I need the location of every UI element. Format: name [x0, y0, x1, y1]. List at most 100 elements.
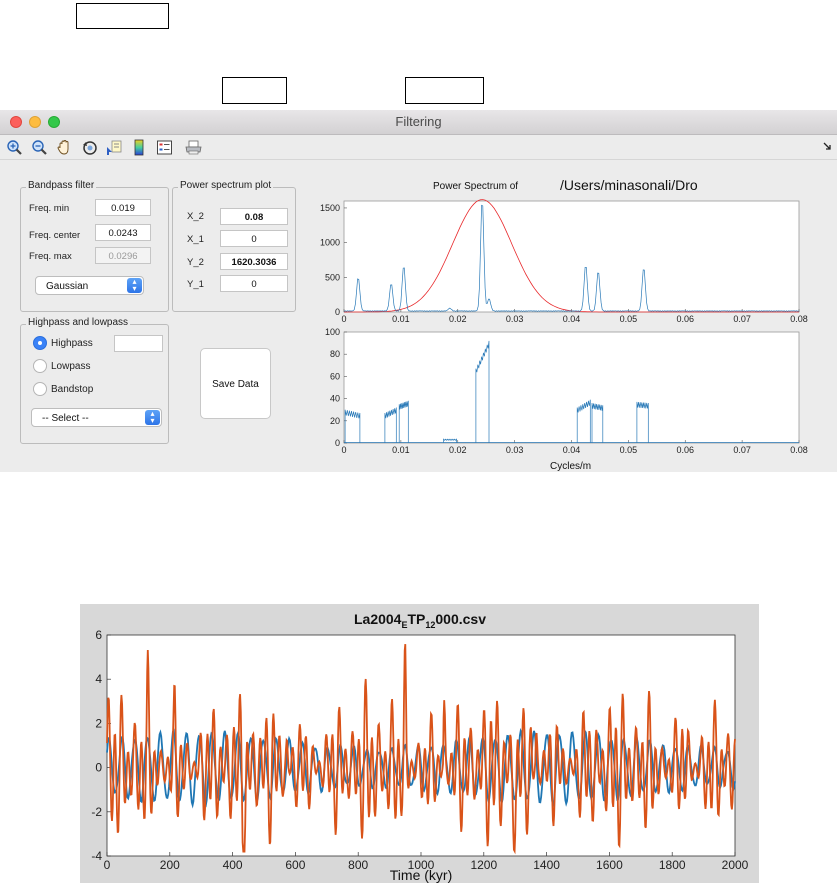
close-window-button[interactable] [10, 116, 22, 128]
lowpass-radio[interactable] [33, 359, 47, 373]
x-tick-label: 0.02 [449, 314, 467, 324]
power-spectrum-panel-title: Power spectrum plot [178, 180, 274, 191]
ts-y-tick-label: -4 [91, 849, 102, 863]
filter-type-select[interactable]: Gaussian ▴ ▾ [35, 276, 144, 295]
ts-x-tick-label: 800 [348, 858, 368, 872]
filtered-band-1 [344, 409, 361, 443]
x-tick-label: 0.03 [506, 445, 524, 455]
time-series-title: La2004ETP12000.csv [354, 611, 486, 630]
legend-icon[interactable] [156, 139, 173, 156]
ts-x-tick-label: 1800 [659, 858, 686, 872]
ts-x-tick-label: 1600 [596, 858, 623, 872]
filtered-band-3 [398, 400, 409, 443]
y1-field[interactable]: 0 [220, 275, 288, 292]
bandstop-radio[interactable] [33, 382, 47, 396]
y-tick-label: 1000 [320, 238, 340, 248]
title-bar: Filtering [0, 110, 837, 135]
orange-series-line [106, 644, 736, 855]
x-tick-label: 0.01 [392, 445, 410, 455]
power-spectrum-plots: Power Spectrum of /Users/minasonali/Dro … [320, 177, 808, 472]
pan-hand-icon[interactable] [56, 139, 73, 156]
ts-x-tick-label: 400 [223, 858, 243, 872]
x2-field[interactable]: 0.08 [220, 208, 288, 225]
freq-min-field[interactable]: 0.019 [95, 199, 151, 216]
x-tick-label: 0.03 [506, 314, 524, 324]
highpass-radio[interactable] [33, 336, 47, 350]
bandstop-label: Bandstop [51, 384, 94, 395]
x-tick-label: 0.05 [620, 314, 638, 324]
x-axis-label: Cycles/m [550, 461, 591, 472]
filtering-window: Filtering Bandpass filter Freq. min 0.01… [0, 110, 837, 472]
y-tick-label: 0 [335, 307, 340, 317]
ts-y-tick-label: -2 [91, 805, 102, 819]
x-tick-label: 0.04 [563, 445, 581, 455]
bandpass-filter-title: Bandpass filter [26, 180, 97, 191]
x-tick-label: 0.05 [620, 445, 638, 455]
filtered-band-4 [443, 438, 457, 443]
y1-label: Y_1 [187, 279, 204, 290]
x1-label: X_1 [187, 234, 204, 245]
ts-y-tick-label: 6 [95, 628, 102, 642]
top-box-1 [76, 3, 169, 29]
y-tick-label: 40 [330, 394, 340, 404]
x-tick-label: 0 [341, 445, 346, 455]
x-tick-label: 0.07 [733, 445, 751, 455]
lowpass-label: Lowpass [51, 361, 91, 372]
x1-field[interactable]: 0 [220, 230, 288, 247]
figure-toolbar [0, 135, 837, 160]
y2-field[interactable]: 1620.3036 [220, 253, 288, 270]
ts-x-tick-label: 600 [285, 858, 305, 872]
time-series-chart: La2004ETP12000.csv 0 200 400 600 800 1000 1200… [80, 604, 759, 883]
highpass-value-field[interactable] [114, 335, 163, 352]
ts-x-tick-label: 2000 [722, 858, 749, 872]
chevron-updown-icon: ▴ ▾ [127, 278, 142, 293]
filter-method-select[interactable]: -- Select -- ▴ ▾ [31, 408, 162, 427]
y-tick-label: 20 [330, 416, 340, 426]
rotate-3d-icon[interactable] [81, 139, 98, 156]
x2-label: X_2 [187, 211, 204, 222]
zoom-window-button[interactable] [48, 116, 60, 128]
data-cursor-icon[interactable] [106, 139, 123, 156]
filtered-band-7 [591, 402, 604, 443]
top-box-2 [222, 77, 287, 104]
print-icon[interactable] [185, 139, 202, 156]
plot-title-path: /Users/minasonali/Dro [560, 177, 698, 193]
x-tick-label: 0.06 [676, 314, 694, 324]
plot-title-prefix: Power Spectrum of [433, 181, 518, 192]
time-series-xlabel: Time (kyr) [390, 867, 452, 883]
y2-label: Y_2 [187, 257, 204, 268]
save-data-button[interactable]: Save Data [200, 348, 271, 419]
x-tick-label: 0.02 [449, 445, 467, 455]
power-spectrum-line [343, 204, 800, 312]
filtered-band-8 [636, 401, 649, 443]
y-tick-label: 500 [325, 272, 340, 282]
y-tick-label: 100 [325, 327, 340, 337]
x-tick-label: 0.08 [790, 314, 808, 324]
y-tick-label: 1500 [320, 203, 340, 213]
highpass-lowpass-panel: Highpass and lowpass Highpass Lowpass Ba… [20, 317, 169, 444]
highpass-label: Highpass [51, 338, 93, 349]
freq-center-field[interactable]: 0.0243 [95, 224, 151, 241]
toolbar-overflow-icon[interactable] [822, 141, 832, 151]
top-box-3 [405, 77, 484, 104]
bandpass-filter-panel: Bandpass filter Freq. min 0.019 Freq. ce… [20, 180, 169, 312]
filter-method-value: -- Select -- [42, 413, 89, 424]
zoom-out-icon[interactable] [31, 139, 48, 156]
ts-y-tick-label: 2 [95, 716, 102, 730]
ts-x-tick-label: 1400 [533, 858, 560, 872]
zoom-in-icon[interactable] [6, 139, 23, 156]
x-tick-label: 0.01 [392, 314, 410, 324]
top-axes [343, 200, 800, 313]
bottom-axes [343, 331, 800, 444]
freq-center-label: Freq. center [29, 230, 81, 241]
x-tick-label: 0.08 [790, 445, 808, 455]
y-tick-label: 80 [330, 349, 340, 359]
ts-x-tick-label: 1200 [470, 858, 497, 872]
ts-x-tick-label: 1000 [408, 858, 435, 872]
colorbar-icon[interactable] [131, 139, 148, 156]
filtered-band-2 [384, 407, 397, 443]
ts-y-tick-label: 0 [95, 761, 102, 775]
x-tick-label: 0.06 [676, 445, 694, 455]
ts-x-tick-label: 200 [160, 858, 180, 872]
minimize-window-button[interactable] [29, 116, 41, 128]
